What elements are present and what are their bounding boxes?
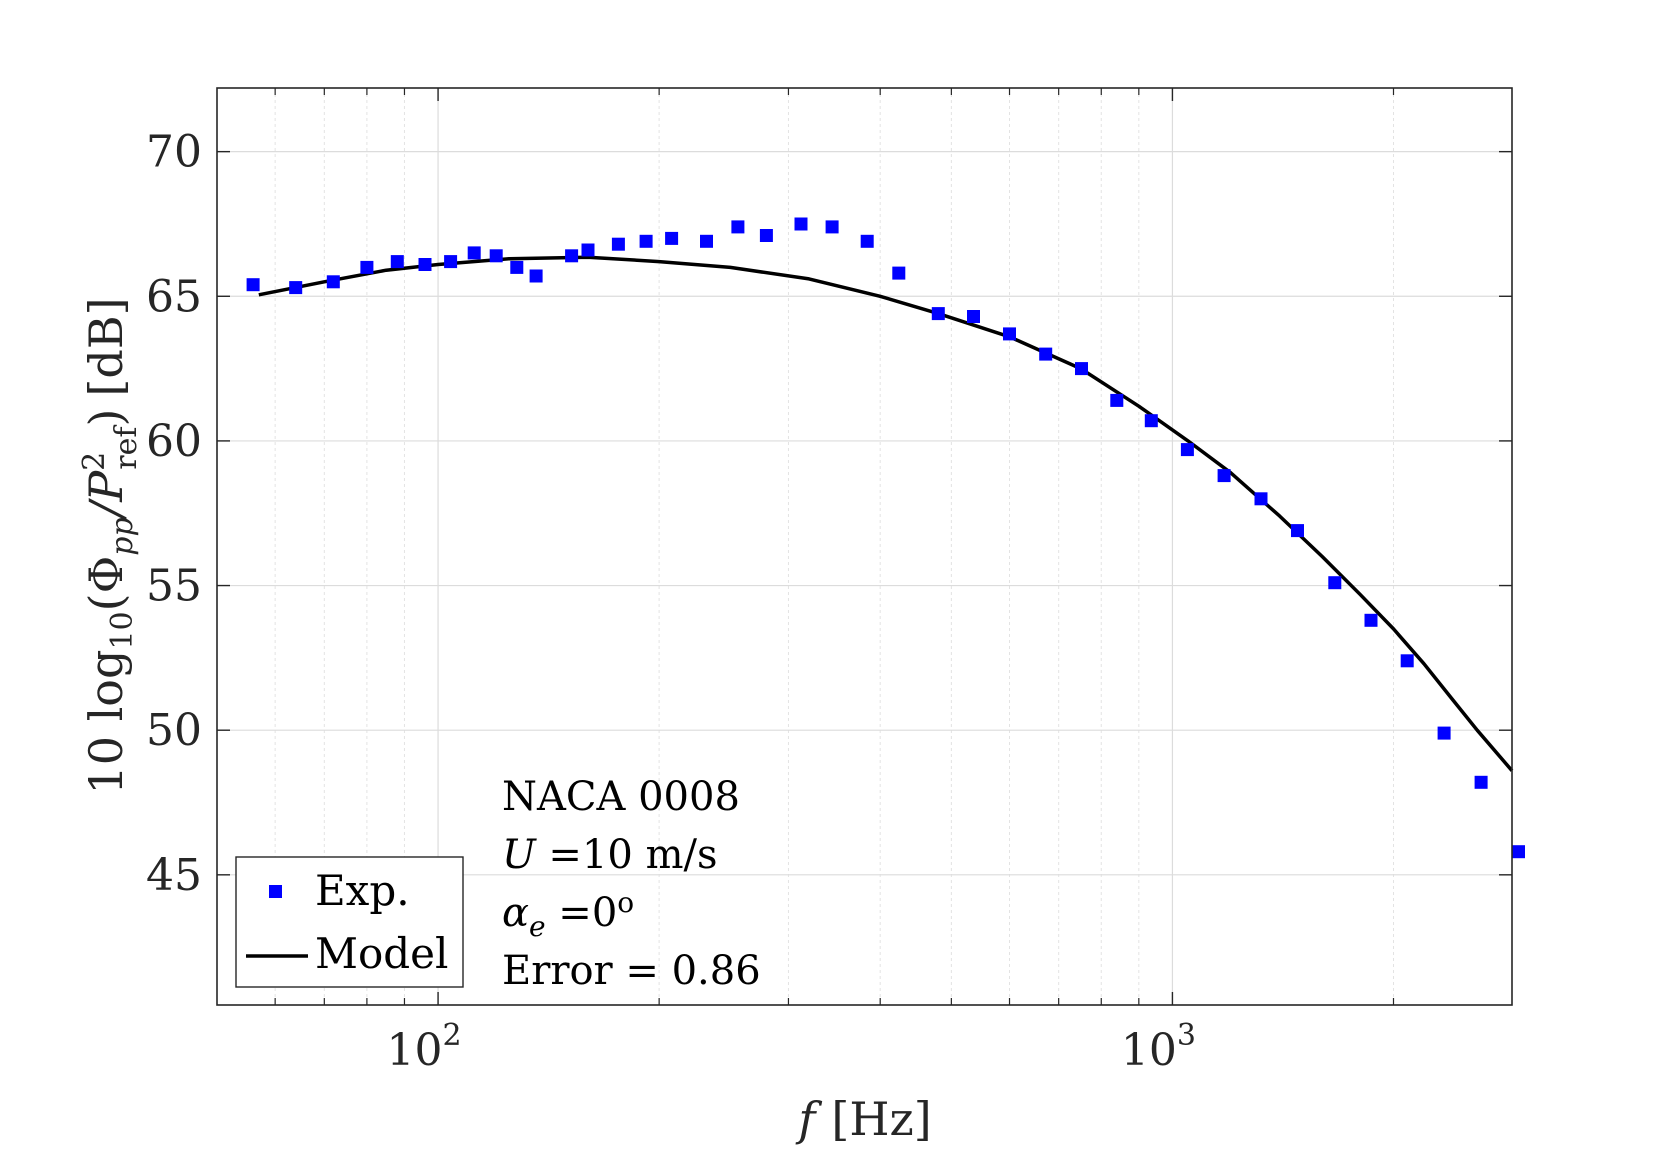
exp-point [1512,845,1525,859]
x-tick-label: 102 [387,1018,462,1076]
exp-series [246,217,1525,859]
exp-point [759,229,773,242]
exp-point [529,269,543,283]
y-tick-label: 55 [146,561,202,612]
plot-frame [216,87,1513,1006]
exp-point [892,266,906,280]
exp-point [1180,443,1194,457]
y-axis-title-log-sub: 10 [105,611,140,649]
exp-point [1217,469,1231,483]
exp-point [444,255,458,269]
exp-point [731,220,745,234]
x-tick-exponent: 3 [1177,1018,1196,1053]
exp-point [289,281,303,295]
exp-point [860,234,874,248]
y-tick-label: 65 [146,271,202,322]
annotation: NACA 0008 U =10 m/s αe =0o Error = 0.86 [502,774,761,994]
exp-point [1003,327,1016,341]
exp-point [360,260,374,274]
legend-model-label: Model [315,929,448,978]
exp-point [1291,524,1304,538]
exp-point [931,307,945,321]
exp-point [510,260,524,274]
annotation-angle-sub: e [529,910,546,943]
exp-point [1254,492,1268,506]
exp-point [1437,726,1451,740]
exp-point [1474,775,1488,789]
x-axis-title: f [Hz] [795,1092,931,1146]
exp-point [967,310,980,323]
exp-point [794,217,808,231]
legend-exp-marker [269,885,282,898]
x-axis-title-unit: [Hz] [831,1092,931,1146]
y-tick-label: 60 [146,416,202,467]
annotation-velocity: U =10 m/s [502,832,718,878]
annotation-angle-sup: o [617,886,634,919]
y-axis-title-phi: (Φ [79,556,133,612]
exp-point [565,249,579,263]
grid [217,88,1512,1005]
exp-point [467,246,481,260]
y-axis-title: 10 log10(Φpp/P2ref) [dB] [77,297,144,794]
y-axis-title-p-sup: 2 [77,452,112,471]
x-tick-labels: 102 103 [387,1018,1196,1076]
y-axis-title-phi-sub: pp [105,517,140,555]
axis-ticks [217,88,1512,1005]
annotation-velocity-text: =10 m/s [536,832,718,878]
exp-point [700,234,713,248]
y-tick-label: 70 [146,127,202,178]
legend-box [235,856,464,988]
exp-point [246,278,260,292]
y-tick-label: 45 [146,850,202,901]
exp-point [1110,393,1124,407]
x-axis-title-symbol: f [795,1092,822,1146]
exp-point [639,234,653,248]
x-tick-base: 10 [387,1025,443,1076]
x-tick-exponent: 2 [443,1018,462,1053]
exp-point [1328,576,1342,590]
exp-point [1039,347,1053,361]
annotation-angle-text: =0 [546,890,618,936]
annotation-velocity-var: U [502,832,537,878]
exp-point [665,231,679,245]
exp-point [581,243,595,257]
y-axis-title-p-sub: ref [109,425,144,470]
exp-point [489,249,503,263]
annotation-angle: αe =0o [502,886,634,943]
x-tick-label: 103 [1121,1018,1196,1076]
legend: Exp. Model [235,856,464,988]
exp-point [1364,613,1378,627]
exp-point [1144,414,1158,428]
y-axis-title-unit: [dB] [79,297,133,396]
exp-point [1075,362,1088,376]
y-axis-title-close: ) [79,409,133,427]
x-tick-base: 10 [1121,1025,1177,1076]
y-axis-title-slash: /P [79,470,133,521]
exp-point [390,255,404,269]
exp-point [326,275,340,289]
y-tick-label: 50 [146,705,202,756]
annotation-airfoil: NACA 0008 [502,774,740,820]
annotation-error: Error = 0.86 [502,948,761,994]
exp-point [825,220,839,234]
legend-exp-label: Exp. [315,866,410,915]
annotation-angle-var: α [502,890,529,936]
y-tick-labels: 45 50 55 60 65 70 [146,127,202,901]
exp-point [1400,654,1414,668]
y-axis-title-prefix: 10 log [79,650,133,795]
exp-point [418,258,432,271]
exp-point [611,237,625,251]
